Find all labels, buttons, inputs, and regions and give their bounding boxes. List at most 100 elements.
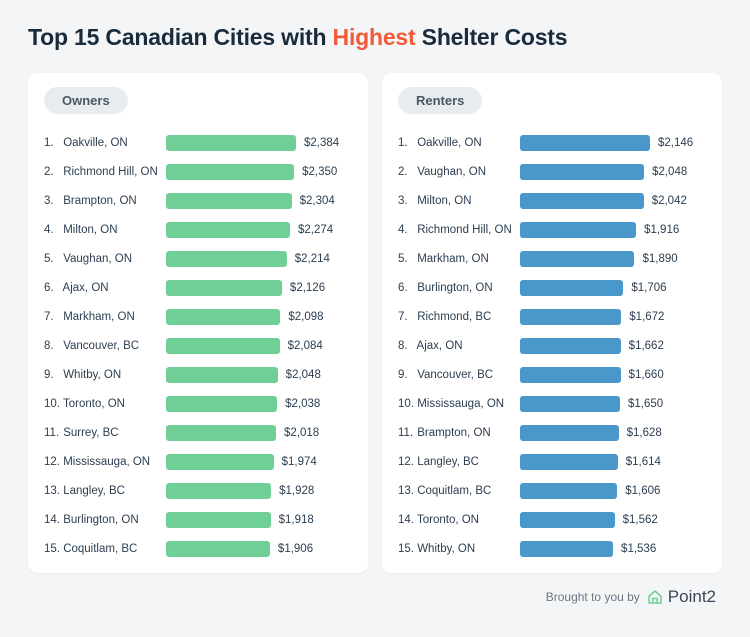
bar-row: 9. Vancouver, BC$1,660: [398, 360, 706, 389]
infographic-container: Top 15 Canadian Cities with Highest Shel…: [0, 0, 750, 621]
bar-row: 13. Langley, BC$1,928: [44, 476, 352, 505]
bar-value: $2,274: [298, 224, 333, 236]
bar: [166, 367, 278, 383]
bar: [520, 541, 613, 557]
bar-row: 2. Vaughan, ON $2,048: [398, 157, 706, 186]
bar: [520, 454, 618, 470]
footer-prefix: Brought to you by: [546, 590, 640, 604]
row-label: 14. Toronto, ON: [398, 514, 520, 526]
bar-row: 8. Vancouver, BC$2,084: [44, 331, 352, 360]
row-label: 8. Ajax, ON: [398, 340, 520, 352]
bar-wrap: $1,890: [520, 251, 706, 267]
bar-wrap: $2,350: [166, 164, 352, 180]
bar-row: 8. Ajax, ON$1,662: [398, 331, 706, 360]
bar-value: $2,048: [286, 369, 321, 381]
bar: [166, 454, 274, 470]
row-label: 3. Milton, ON: [398, 195, 520, 207]
bar: [520, 193, 644, 209]
title-highlight: Highest: [333, 24, 416, 50]
row-label: 10. Mississauga, ON: [398, 398, 520, 410]
page-title: Top 15 Canadian Cities with Highest Shel…: [28, 24, 722, 51]
bar-value: $2,126: [290, 282, 325, 294]
bar-row: 14. Burlington, ON $1,918: [44, 505, 352, 534]
bar-row: 15. Coquitlam, BC $1,906: [44, 534, 352, 563]
bar-value: $1,606: [625, 485, 660, 497]
row-label: 6. Ajax, ON: [44, 282, 166, 294]
bar-value: $1,614: [626, 456, 661, 468]
bar-row: 1. Oakville, ON$2,384: [44, 128, 352, 157]
bar: [166, 251, 287, 267]
row-label: 14. Burlington, ON: [44, 514, 166, 526]
bar-value: $1,928: [279, 485, 314, 497]
panel-renters-header: Renters: [398, 87, 482, 114]
bar: [520, 309, 621, 325]
row-label: 15. Coquitlam, BC: [44, 543, 166, 555]
bar-row: 9. Whitby, ON$2,048: [44, 360, 352, 389]
bar-row: 14. Toronto, ON$1,562: [398, 505, 706, 534]
bar-row: 3. Milton, ON $2,042: [398, 186, 706, 215]
footer: Brought to you by Point2: [28, 587, 722, 607]
brand-name: Point2: [668, 587, 716, 607]
bar-row: 1. Oakville, ON$2,146: [398, 128, 706, 157]
bar-value: $2,350: [302, 166, 337, 178]
bar-row: 6. Burlington, ON$1,706: [398, 273, 706, 302]
bar-value: $2,098: [288, 311, 323, 323]
bar: [166, 483, 271, 499]
bar-wrap: $2,038: [166, 396, 352, 412]
bar: [520, 135, 650, 151]
row-label: 5. Vaughan, ON: [44, 253, 166, 265]
row-label: 3. Brampton, ON: [44, 195, 166, 207]
bar-row: 6. Ajax, ON $2,126: [44, 273, 352, 302]
bar-wrap: $2,304: [166, 193, 352, 209]
bar-row: 7. Markham, ON$2,098: [44, 302, 352, 331]
bar: [166, 541, 270, 557]
bar-value: $1,536: [621, 543, 656, 555]
bar: [520, 164, 644, 180]
bar-wrap: $1,918: [166, 512, 352, 528]
row-label: 13. Coquitlam, BC: [398, 485, 520, 497]
row-label: 15. Whitby, ON: [398, 543, 520, 555]
bar: [520, 222, 636, 238]
row-label: 4. Milton, ON: [44, 224, 166, 236]
bar-row: 2. Richmond Hill, ON$2,350: [44, 157, 352, 186]
bar-row: 10. Mississauga, ON$1,650: [398, 389, 706, 418]
bar: [520, 367, 621, 383]
bar-value: $1,974: [282, 456, 317, 468]
bar-value: $1,628: [627, 427, 662, 439]
bar-value: $2,018: [284, 427, 319, 439]
bar: [166, 396, 277, 412]
bar-value: $2,214: [295, 253, 330, 265]
row-label: 12. Langley, BC: [398, 456, 520, 468]
bar-row: 13. Coquitlam, BC $1,606: [398, 476, 706, 505]
bar-value: $1,890: [642, 253, 677, 265]
house-icon: [646, 588, 664, 606]
bar-row: 15. Whitby, ON $1,536: [398, 534, 706, 563]
bar-wrap: $2,048: [520, 164, 706, 180]
bar: [166, 309, 280, 325]
bar-wrap: $1,536: [520, 541, 706, 557]
bar-value: $1,918: [279, 514, 314, 526]
bar: [166, 512, 271, 528]
bar-value: $2,048: [652, 166, 687, 178]
bar-row: 7. Richmond, BC$1,672: [398, 302, 706, 331]
bar: [520, 425, 619, 441]
bar-value: $2,084: [288, 340, 323, 352]
bar-wrap: $1,906: [166, 541, 352, 557]
bar-wrap: $2,274: [166, 222, 352, 238]
bar: [166, 280, 282, 296]
bar: [520, 512, 615, 528]
bar: [166, 425, 276, 441]
bar-value: $2,042: [652, 195, 687, 207]
bar-row: 12. Mississauga, ON$1,974: [44, 447, 352, 476]
bar-wrap: $1,650: [520, 396, 706, 412]
bar-wrap: $1,662: [520, 338, 706, 354]
row-label: 1. Oakville, ON: [398, 137, 520, 149]
title-after: Shelter Costs: [415, 24, 567, 50]
row-label: 11. Brampton, ON: [398, 427, 520, 439]
row-label: 2. Vaughan, ON: [398, 166, 520, 178]
title-before: Top 15 Canadian Cities with: [28, 24, 333, 50]
row-label: 11. Surrey, BC: [44, 427, 166, 439]
bar-value: $1,906: [278, 543, 313, 555]
bar-value: $1,672: [629, 311, 664, 323]
bar: [166, 193, 292, 209]
